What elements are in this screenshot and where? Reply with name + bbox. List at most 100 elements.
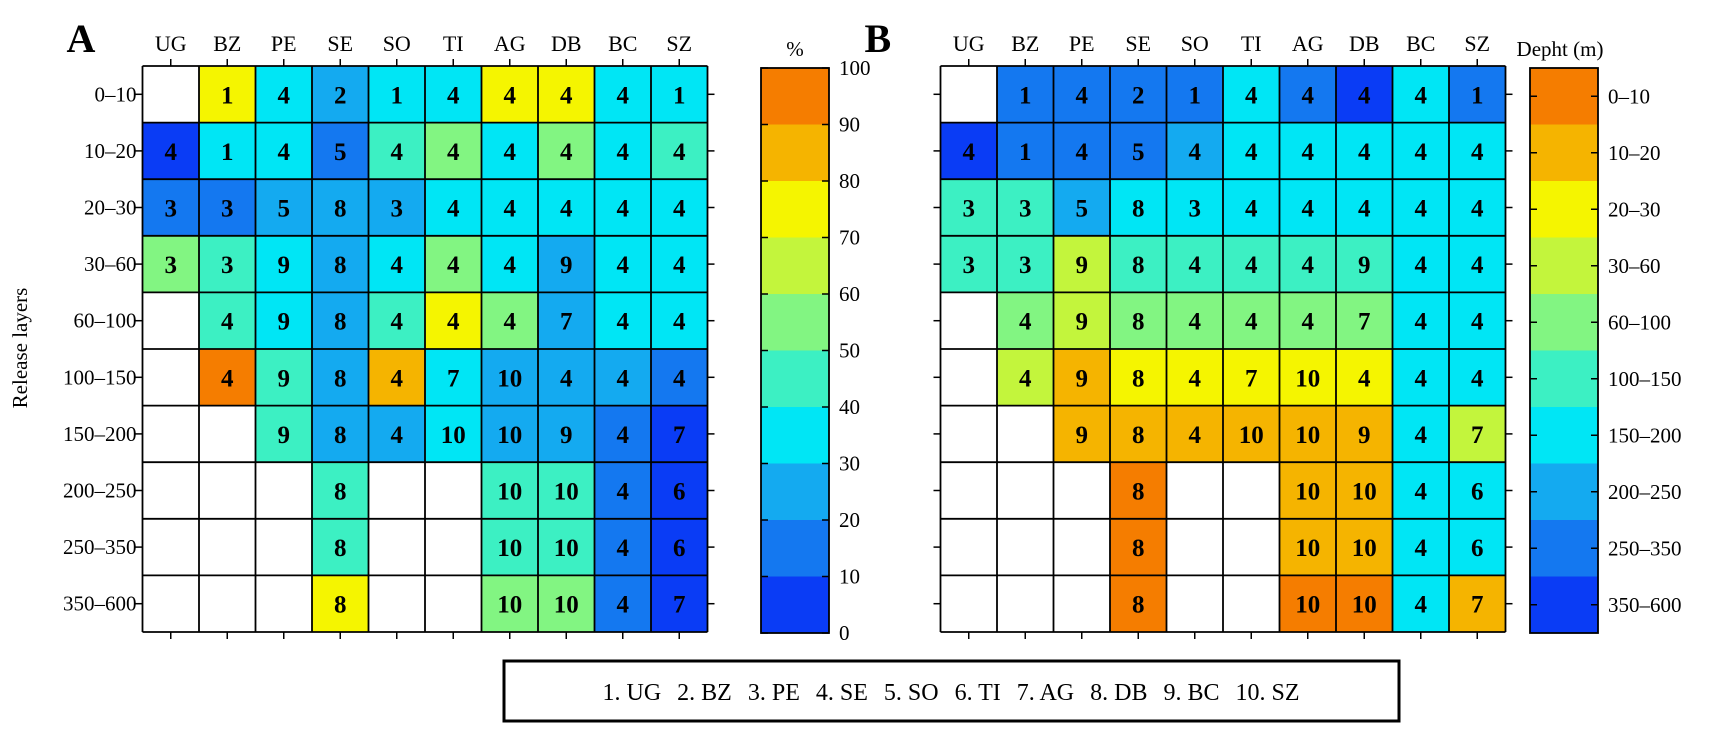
legend-entry: 6. TI (955, 680, 1001, 706)
panel-a-cell (651, 179, 708, 236)
panel-a-cell-label: 3 (221, 196, 234, 223)
panel-b-cell (1336, 405, 1393, 463)
panel-b-cell (1449, 179, 1506, 236)
panel-a-cell (594, 349, 651, 406)
panel-a-cell-label: 4 (617, 82, 630, 109)
panel-b-cell-label: 4 (1302, 252, 1315, 279)
panel-b-cell (1166, 349, 1223, 406)
panel-a-cell (594, 66, 651, 123)
panel-b-cell (1279, 179, 1336, 236)
panel-a-cell (199, 349, 256, 406)
panel-a-colorbar-tick-label: 80 (839, 169, 860, 193)
panel-b-cell (1392, 518, 1449, 576)
panel-b-cell-label: 4 (1302, 196, 1315, 223)
panel-a-colorbar-tick-label: 50 (839, 339, 860, 363)
panel-b-cell-label: 4 (1415, 592, 1428, 619)
panel-a-cell (425, 349, 482, 406)
panel-b-cell (1449, 518, 1506, 576)
panel-a-cell-label: 4 (504, 309, 517, 336)
panel-b-cell-label: 4 (1415, 535, 1428, 562)
panel-a-row-label: 350–600 (63, 592, 137, 616)
panel-a-cell-label: 4 (504, 139, 517, 166)
panel-b-cell (1279, 292, 1336, 349)
panel-b-cell-label: 10 (1352, 592, 1377, 619)
panel-b-cell-label: 4 (1302, 82, 1315, 109)
panel-b-cell (1110, 179, 1167, 236)
panel-b-cell-label: 4 (1019, 365, 1032, 392)
panel-b-cell-label: 8 (1132, 196, 1145, 223)
panel-b-cell (1449, 462, 1506, 519)
panel-a-cell-label: 9 (560, 422, 573, 449)
panel-a-cell (481, 349, 538, 406)
panel-a-colorbar-tick-label: 20 (839, 508, 860, 532)
panel-b-colorbar-tick-label: 0–10 (1608, 84, 1650, 108)
panel-b-cell-label: 5 (1076, 196, 1089, 223)
panel-b-cell (1336, 292, 1393, 349)
panel-a-colorbar-segment (761, 350, 829, 408)
panel-a-cell (368, 349, 425, 406)
panel-a-cell-label: 4 (504, 82, 517, 109)
panel-a-row-label: 60–100 (74, 309, 137, 333)
panel-b-cell (1223, 122, 1280, 180)
panel-b-cell-label: 4 (1358, 82, 1371, 109)
panel-a-cell-label: 4 (617, 252, 630, 279)
panel-a-cell-label: 1 (221, 82, 234, 109)
panel-b-colorbar-segment (1530, 463, 1598, 521)
panel-a-cell (538, 518, 595, 576)
panel-b-cell-label: 7 (1471, 422, 1484, 449)
panel-b-column-label: PE (1069, 31, 1095, 56)
panel-a-heatmap: A 1 4 2 1 4 4 4 4 1 4 1 4 5 4 4 4 4 4 4 3 3 5 8 3 4 4 4 4 4 3 3 9 8 4 4 4 9 4 4… (63, 16, 715, 639)
panel-a-cell-label: 9 (560, 252, 573, 279)
panel-b-cell (1110, 462, 1167, 519)
panel-b-cell (940, 122, 997, 180)
panel-b-cell-label: 5 (1132, 139, 1145, 166)
panel-a-cell (312, 518, 369, 576)
panel-a-cell-label: 4 (391, 422, 404, 449)
panel-a-cell-label: 6 (673, 535, 686, 562)
panel-b-cell (1110, 292, 1167, 349)
panel-b-cell (1053, 179, 1110, 236)
panel-a-cell (425, 405, 482, 463)
panel-b-cell-label: 9 (1076, 365, 1089, 392)
panel-b-cell (997, 349, 1054, 406)
panel-b-cell-label: 4 (1189, 422, 1202, 449)
panel-a-row-label: 150–200 (63, 422, 137, 446)
panel-a-cell-label: 4 (617, 592, 630, 619)
panel-b-cell-label: 10 (1295, 422, 1320, 449)
panel-b-cell (1336, 66, 1393, 123)
panel-b-cell (1336, 235, 1393, 293)
panel-b-cell-label: 4 (1415, 82, 1428, 109)
panel-a-colorbar-segment (761, 407, 829, 464)
panel-b-cell-label: 8 (1132, 422, 1145, 449)
panel-a-colorbar-tick-label: 0 (839, 621, 850, 645)
panel-b-cell (997, 235, 1054, 293)
panel-a-cell (538, 66, 595, 123)
panel-a-cell-label: 8 (334, 196, 347, 223)
panel-b-cell (1449, 349, 1506, 406)
panel-a-cell (312, 462, 369, 519)
panel-a-cell-label: 4 (221, 309, 234, 336)
panel-a-colorbar-tick-label: 40 (839, 395, 860, 419)
panel-a-cell (538, 462, 595, 519)
panel-b-column-label: BZ (1011, 31, 1039, 56)
panel-b-cell-label: 9 (1076, 422, 1089, 449)
panel-b-cell (1166, 405, 1223, 463)
panel-b-cell (1279, 462, 1336, 519)
panel-a-cell (481, 122, 538, 180)
panel-b-cell-label: 3 (963, 196, 976, 223)
panel-b-cell (1392, 292, 1449, 349)
panel-b-cell (1449, 292, 1506, 349)
panel-a-cell-label: 8 (334, 592, 347, 619)
panel-a-cell (425, 235, 482, 293)
panel-a-column-label: AG (494, 31, 526, 56)
panel-a-cell-label: 4 (278, 82, 291, 109)
panel-a-cell (538, 349, 595, 406)
panel-a-colorbar-segment (761, 294, 829, 351)
panel-b-cell-label: 4 (1245, 82, 1258, 109)
panel-a-cell (481, 405, 538, 463)
panel-b-cell-label: 4 (1245, 309, 1258, 336)
panel-b-colorbar-segment (1530, 350, 1598, 408)
panel-b-colorbar-segment (1530, 181, 1598, 238)
panel-a-cell-label: 4 (447, 196, 460, 223)
